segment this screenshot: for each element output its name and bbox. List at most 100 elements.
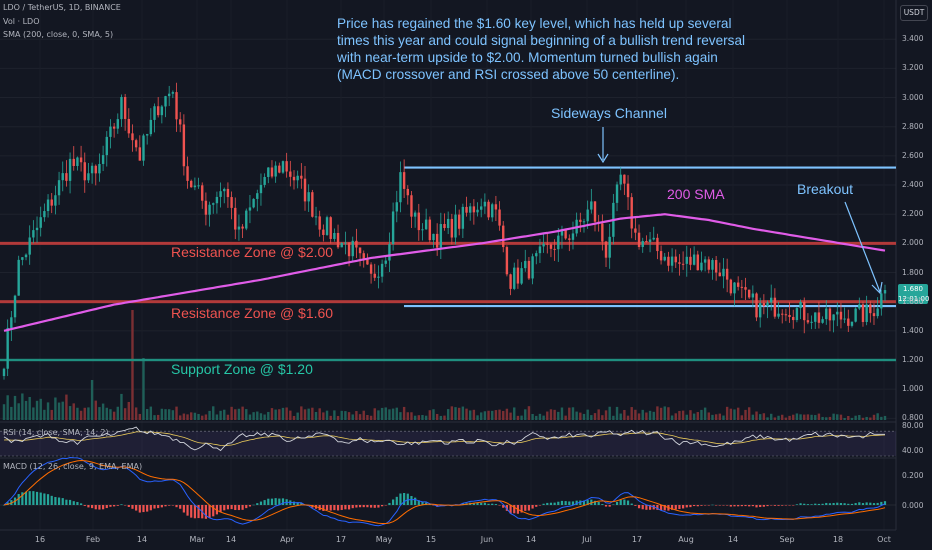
volume-header[interactable]: Vol · LDO [3,17,40,26]
candle-body [421,229,424,231]
candle-body [68,158,72,181]
signal-line [3,459,886,524]
volume-bar [333,410,336,420]
time-tick-label: 14 [136,535,148,544]
candle-body [289,171,292,177]
candle-body [186,166,189,181]
macd-hist-bar [292,501,296,505]
macd-header[interactable]: MACD (12, 26, close, 9, EMA, EMA) [3,462,143,471]
candle-body [880,293,883,309]
price-tick-label: 3.200 [902,63,924,73]
macd-hist-bar [278,498,281,505]
candle-body [468,206,472,213]
support-line [0,358,896,362]
volume-bar [593,413,597,420]
volume-bar [424,415,428,420]
macd-hist-bar [392,499,395,505]
volume-bar [692,413,696,420]
time-tick-label: 18 [832,535,844,544]
candle-body [237,226,241,230]
volume-bar [659,407,663,420]
macd-hist-bar [524,505,527,511]
macd-hist-bar [601,504,604,505]
macd-hist-bar [336,505,340,511]
volume-bar [817,413,821,420]
macd-hist-bar [472,502,475,505]
analysis-line: (MACD crossover and RSI crossed above 50… [337,67,680,82]
rsi-tick-label: 40.00 [902,446,924,455]
candle-body [850,321,854,326]
rsi-pane: 80.00 40.00 [0,421,924,457]
macd-hist-bar [149,505,152,511]
candle-body [674,256,677,263]
volume-bar [248,414,252,420]
candle-body [39,217,42,228]
candle-body [76,157,79,167]
candle-body [391,211,395,245]
macd-hist-bar [502,505,505,508]
candle-body [344,242,347,244]
volume-bar [296,412,299,420]
candle-body [347,242,351,257]
volume-bar [869,417,872,420]
macd-hist-bar [347,505,351,510]
volume-bar [329,415,332,420]
macd-hist-bar [94,505,97,510]
volume-bar [652,411,655,420]
candle-body [564,229,567,239]
price-tick-label: 2.800 [902,121,924,131]
candle-body [678,262,681,264]
volume-bar [190,412,193,420]
volume-bar [755,411,758,420]
volume-bar [836,414,839,420]
candle-body [461,206,465,229]
rsi-header[interactable]: RSI (14, close, SMA, 14, 2) [3,428,109,437]
resistance-2-line [0,241,896,245]
macd-hist-bar [171,505,174,506]
macd-hist-bar [869,502,872,505]
time-tick-label: Sep [779,535,795,544]
candle-body [836,311,839,315]
candle-body [549,244,553,249]
volume-bar [83,407,86,420]
sma-header[interactable]: SMA (200, close, 0, SMA, 5) [3,30,114,39]
time-tick-label: 17 [631,535,643,544]
currency-button[interactable]: USDT [900,5,928,21]
candle-body [72,158,75,167]
macd-hist-bar [781,505,784,506]
volume-bar [234,409,237,420]
volume-bar [307,408,310,420]
volume-bar [806,414,810,420]
volume-bar [608,406,611,420]
candle-body [204,200,208,215]
candle-body [28,237,31,255]
macd-hist-bar [571,501,575,505]
macd-hist-bar [50,495,53,505]
macd-hist-bar [17,494,20,505]
macd-hist-bar [590,499,593,505]
macd-hist-bar [6,502,9,505]
volume-bar [380,407,384,420]
last-price-countdown: 12:01:00 [898,295,930,303]
volume-bar [362,410,365,420]
volume-bar [134,407,138,420]
candle-body [781,313,784,315]
volume-bar [828,416,832,420]
candle-body [535,253,538,257]
volume-bar [369,415,373,420]
symbol-header[interactable]: LDO / TetherUS, 1D, BINANCE [3,3,121,12]
macd-hist-bar [825,502,828,505]
candle-body [571,233,575,240]
volume-bar [204,414,208,420]
price-tick-label: 2.000 [902,238,924,248]
candle-body [83,162,86,181]
candle-body [153,106,156,120]
candle-body [784,314,788,316]
candle-body [314,216,318,218]
macd-hist-bar [645,505,648,510]
candle-body [641,240,644,248]
macd-hist-bar [832,502,835,505]
volume-bars [2,310,887,420]
candle-body [513,267,516,289]
